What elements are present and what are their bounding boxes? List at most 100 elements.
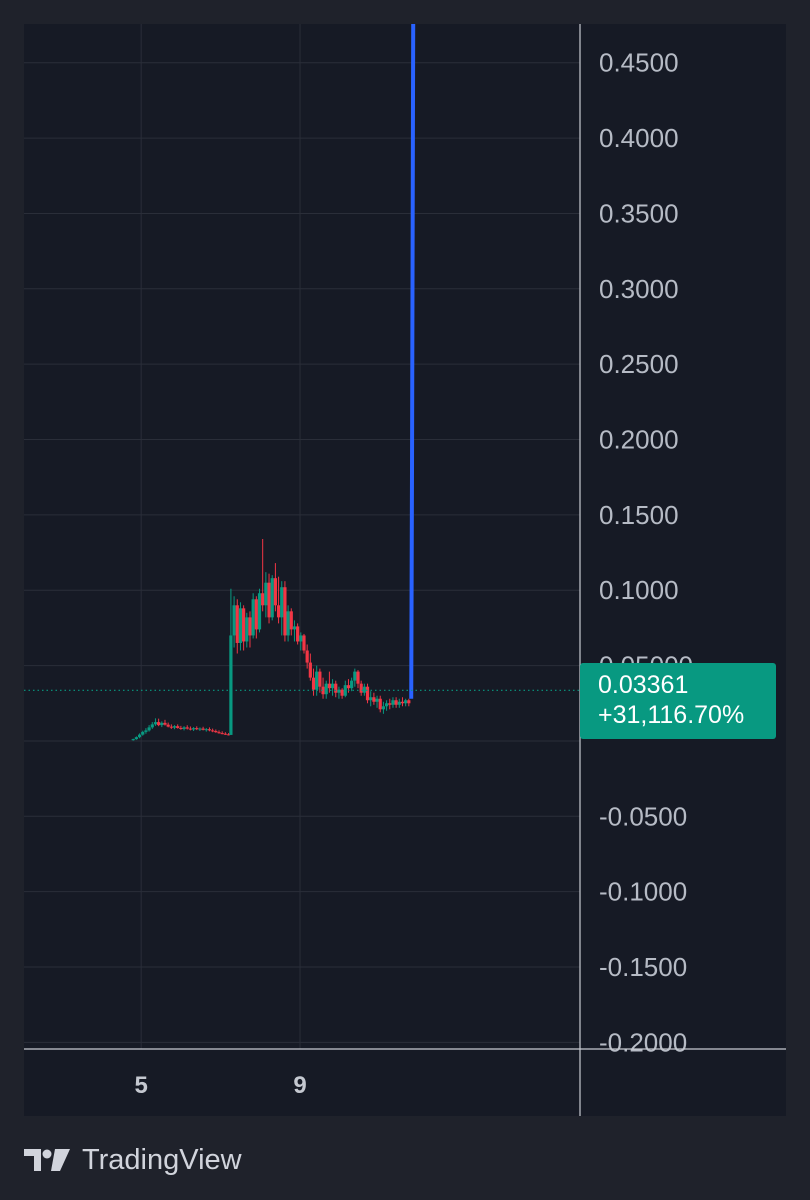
candle-body [169,726,173,728]
chart-panel[interactable] [24,24,786,1116]
candle-body [337,689,341,693]
candle-body [160,722,164,726]
y-tick-label: 0.3000 [599,274,679,304]
candle-body [261,593,265,606]
candle-body [223,733,227,735]
brand-name: TradingView [82,1143,242,1176]
candle-body [315,671,319,690]
candle-body [334,683,338,693]
y-tick-label: 0.2000 [599,425,679,455]
candle-body [242,608,246,642]
candle-body [324,683,328,695]
candle-body [264,582,268,606]
candle-body [179,727,183,729]
y-tick-label: -0.1500 [599,952,687,982]
candle-body [305,650,309,663]
candle-body [270,578,274,618]
candle-body [356,671,360,684]
candle-body [350,680,354,689]
candle-body [172,726,177,728]
x-tick-label: 9 [293,1072,306,1099]
candle-body [280,587,284,618]
candle-body [207,729,212,731]
last-price-value: 0.03361 [598,671,689,699]
candle-body [232,605,236,636]
candle-body [176,726,180,728]
y-tick-label: 0.2500 [599,349,679,379]
candle-body [400,701,405,704]
candle-body [365,686,370,701]
candle-body [150,724,154,728]
candle-body [321,686,325,695]
candle-body [273,578,277,606]
y-tick-label: 0.1000 [599,575,679,605]
candle-body [394,700,398,705]
candle-body [353,671,357,681]
candle-body [311,677,316,690]
candle-body [372,697,376,702]
candle-body [404,700,408,704]
candle-body [226,734,231,736]
candle-body [299,635,303,642]
candle-body [330,683,335,689]
candle-body [198,728,202,730]
candle-body [318,671,322,687]
candle-body [378,698,382,710]
footer-branding[interactable]: TradingView [24,1140,242,1180]
y-tick-label: 0.1500 [599,500,679,530]
candle-body [214,730,218,733]
candle-body [343,685,347,696]
candle-body [283,587,287,636]
candle-body [388,703,392,705]
candle-body [384,703,389,707]
candle-body [302,635,306,651]
candle-body [229,635,233,735]
candle-body [220,733,224,735]
candle-body [381,706,386,710]
candle-body [185,727,189,729]
candle-body [289,611,293,630]
candle-body [163,722,167,725]
candle-body [245,617,249,642]
candle-body [308,662,312,678]
candle-body [286,611,290,636]
candle-body [195,728,199,730]
candle-body [235,605,239,643]
candle-body [131,739,135,741]
candle-body [407,700,411,704]
price-spike-line [409,24,416,699]
y-tick-label: -0.2000 [599,1027,687,1057]
candle-body [248,617,252,636]
candle-body [369,697,373,701]
candle-body [292,626,297,630]
candle-body [217,732,221,734]
candle-body [134,737,138,740]
last-price-badge: 0.03361 +31,116.70% [580,663,776,739]
price-chart[interactable]: 0.4500 0.4000 0.3500 0.3000 0.2500 0.2000 0.15… [24,24,786,1116]
y-tick-label: -0.0500 [599,801,687,831]
candle-body [397,701,401,705]
candle-body [359,683,363,693]
candle-body [153,722,158,725]
x-tick-label: 5 [134,1072,147,1099]
candle-body [346,685,351,689]
candle-body [204,729,208,731]
candle-body [267,582,271,618]
candle-body [211,730,215,732]
candle-body [296,626,300,642]
y-tick-label: -0.1000 [599,877,687,907]
candle-body [276,605,281,618]
candle-body [375,698,379,702]
candle-body [254,599,258,630]
candle-body [182,727,186,729]
candle-body [391,700,395,705]
candle-body [144,730,148,732]
candle-body [188,728,193,730]
candle-body [251,599,255,636]
candle-body [141,731,145,735]
candle-body [257,593,262,630]
candle-body [340,689,344,696]
candle-body [157,722,161,726]
candle-body [327,683,332,689]
candle-body [362,686,366,693]
